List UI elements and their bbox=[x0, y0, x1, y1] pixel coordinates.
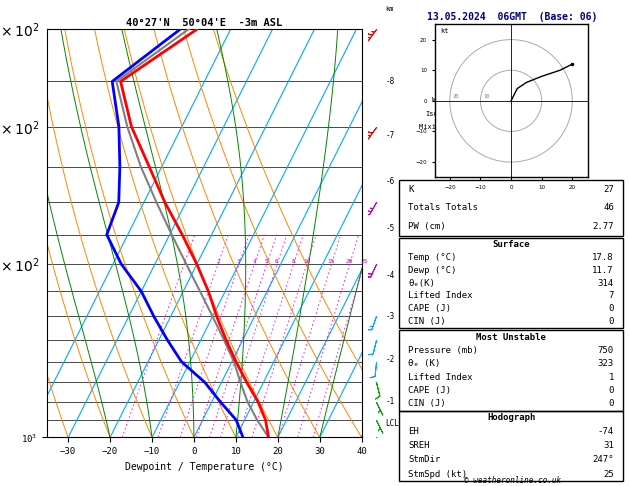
Text: CIN (J): CIN (J) bbox=[408, 399, 446, 409]
Text: Wet Adiabat: Wet Adiabat bbox=[432, 97, 479, 103]
Text: kt: kt bbox=[441, 29, 449, 35]
Text: Dewpoint: Dewpoint bbox=[454, 53, 488, 59]
Text: Temperature: Temperature bbox=[462, 37, 509, 43]
Text: Surface: Surface bbox=[493, 240, 530, 249]
Text: 15: 15 bbox=[328, 259, 335, 264]
Text: 750: 750 bbox=[598, 346, 614, 355]
Text: Temp (°C): Temp (°C) bbox=[408, 253, 457, 262]
Text: 25: 25 bbox=[603, 469, 614, 479]
Text: EH: EH bbox=[408, 427, 419, 436]
Text: 13.05.2024  06GMT  (Base: 06): 13.05.2024 06GMT (Base: 06) bbox=[428, 12, 598, 22]
Text: Parcel Trajectory: Parcel Trajectory bbox=[447, 69, 518, 74]
Text: km: km bbox=[386, 6, 394, 12]
Text: 20: 20 bbox=[346, 259, 353, 264]
Text: -3: -3 bbox=[386, 312, 395, 321]
Text: StmSpd (kt): StmSpd (kt) bbox=[408, 469, 467, 479]
Text: 10: 10 bbox=[303, 259, 311, 264]
Text: 1: 1 bbox=[182, 259, 186, 264]
Text: -2: -2 bbox=[386, 355, 395, 364]
Text: 7: 7 bbox=[608, 292, 614, 300]
Text: -4: -4 bbox=[386, 271, 395, 280]
Text: 27: 27 bbox=[603, 185, 614, 193]
Text: 25: 25 bbox=[360, 259, 368, 264]
Text: PW (cm): PW (cm) bbox=[408, 222, 446, 231]
Text: Dewp (°C): Dewp (°C) bbox=[408, 266, 457, 275]
Text: Mixing Ratio: Mixing Ratio bbox=[419, 124, 470, 130]
Text: 17.8: 17.8 bbox=[593, 253, 614, 262]
Text: 3: 3 bbox=[237, 259, 241, 264]
Text: K: K bbox=[408, 185, 414, 193]
Text: -8: -8 bbox=[386, 77, 395, 86]
Text: Most Unstable: Most Unstable bbox=[476, 332, 546, 342]
Text: -1: -1 bbox=[386, 397, 395, 406]
Text: 2: 2 bbox=[216, 259, 220, 264]
Text: Pressure (mb): Pressure (mb) bbox=[408, 346, 478, 355]
Text: 323: 323 bbox=[598, 359, 614, 368]
Text: 0: 0 bbox=[608, 304, 614, 313]
Text: Lifted Index: Lifted Index bbox=[408, 373, 473, 382]
Text: CAPE (J): CAPE (J) bbox=[408, 304, 452, 313]
Text: © weatheronline.co.uk: © weatheronline.co.uk bbox=[464, 475, 561, 485]
Text: LCL: LCL bbox=[386, 419, 399, 428]
Text: 6: 6 bbox=[275, 259, 279, 264]
Text: Hodograph: Hodograph bbox=[487, 413, 535, 422]
Text: -7: -7 bbox=[386, 131, 395, 139]
Text: 2.77: 2.77 bbox=[593, 222, 614, 231]
Text: 11.7: 11.7 bbox=[593, 266, 614, 275]
Text: Dry Adiabat: Dry Adiabat bbox=[439, 83, 486, 89]
Text: θₑ (K): θₑ (K) bbox=[408, 359, 440, 368]
Text: 314: 314 bbox=[598, 278, 614, 288]
Text: CIN (J): CIN (J) bbox=[408, 317, 446, 326]
Text: -6: -6 bbox=[386, 177, 395, 186]
Text: 0: 0 bbox=[608, 386, 614, 395]
X-axis label: Dewpoint / Temperature (°C): Dewpoint / Temperature (°C) bbox=[125, 462, 284, 472]
Text: 0: 0 bbox=[608, 399, 614, 409]
Text: -74: -74 bbox=[598, 427, 614, 436]
Text: 8: 8 bbox=[292, 259, 296, 264]
Text: 5: 5 bbox=[265, 259, 269, 264]
Text: θₑ(K): θₑ(K) bbox=[408, 278, 435, 288]
Text: 20: 20 bbox=[453, 94, 459, 99]
Text: 1: 1 bbox=[608, 373, 614, 382]
Text: 4: 4 bbox=[253, 259, 256, 264]
Text: Isotherm: Isotherm bbox=[425, 111, 459, 117]
Text: Totals Totals: Totals Totals bbox=[408, 203, 478, 212]
Text: -5: -5 bbox=[386, 224, 395, 233]
Text: 46: 46 bbox=[603, 203, 614, 212]
Text: 31: 31 bbox=[603, 441, 614, 451]
Text: SREH: SREH bbox=[408, 441, 430, 451]
Text: Lifted Index: Lifted Index bbox=[408, 292, 473, 300]
Text: 10: 10 bbox=[484, 94, 490, 99]
Text: CAPE (J): CAPE (J) bbox=[408, 386, 452, 395]
Title: 40°27'N  50°04'E  -3m ASL: 40°27'N 50°04'E -3m ASL bbox=[126, 18, 282, 28]
Text: StmDir: StmDir bbox=[408, 455, 440, 465]
Text: 247°: 247° bbox=[593, 455, 614, 465]
Text: 0: 0 bbox=[608, 317, 614, 326]
